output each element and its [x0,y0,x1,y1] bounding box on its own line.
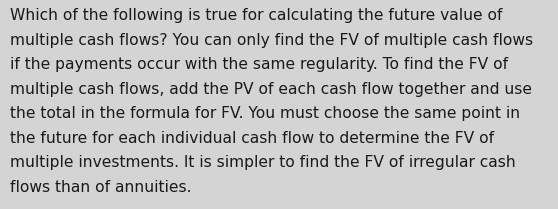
Text: the future for each individual cash flow to determine the FV of: the future for each individual cash flow… [10,131,494,146]
Text: multiple investments. It is simpler to find the FV of irregular cash: multiple investments. It is simpler to f… [10,155,516,170]
Text: the total in the formula for FV. You must choose the same point in: the total in the formula for FV. You mus… [10,106,520,121]
Text: if the payments occur with the same regularity. To find the FV of: if the payments occur with the same regu… [10,57,508,72]
Text: flows than of annuities.: flows than of annuities. [10,180,191,195]
Text: Which of the following is true for calculating the future value of: Which of the following is true for calcu… [10,8,503,23]
Text: multiple cash flows? You can only find the FV of multiple cash flows: multiple cash flows? You can only find t… [10,33,533,48]
Text: multiple cash flows, add the PV of each cash flow together and use: multiple cash flows, add the PV of each … [10,82,532,97]
